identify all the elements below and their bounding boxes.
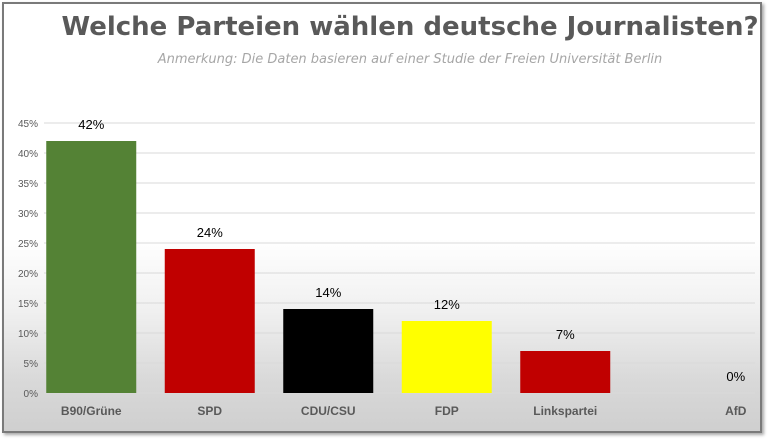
y-tick-label: 10%: [18, 329, 38, 340]
y-tick-label: 30%: [18, 209, 38, 220]
y-tick-label: 45%: [18, 119, 38, 130]
y-tick-label: 15%: [18, 299, 38, 310]
bar: [164, 249, 255, 393]
x-tick-label: B90/Grüne: [61, 404, 122, 418]
chart-subtitle: Anmerkung: Die Daten basieren auf einer …: [157, 52, 663, 67]
y-tick-label: 20%: [18, 269, 38, 280]
bar: [401, 321, 492, 393]
y-tick-label: 0%: [24, 389, 39, 400]
x-tick-label: CDU/CSU: [301, 404, 356, 418]
bar: [283, 309, 374, 393]
data-label: 12%: [434, 297, 460, 312]
x-tick-label: SPD: [197, 404, 222, 418]
x-tick-label: AfD: [725, 404, 747, 418]
data-label: 24%: [197, 225, 223, 240]
y-tick-label: 40%: [18, 149, 38, 160]
data-label: 7%: [556, 327, 575, 342]
x-tick-label: Linkspartei: [533, 404, 597, 418]
bar: [46, 141, 137, 393]
data-label: 14%: [315, 285, 341, 300]
y-tick-label: 5%: [24, 359, 39, 370]
bar: [520, 351, 611, 393]
y-tick-label: 25%: [18, 239, 38, 250]
x-tick-label: FDP: [435, 404, 459, 418]
chart-title: Welche Parteien wählen deutsche Journali…: [61, 12, 759, 42]
y-tick-label: 35%: [18, 179, 38, 190]
data-label: 42%: [78, 117, 104, 132]
data-label: 0%: [726, 369, 745, 384]
